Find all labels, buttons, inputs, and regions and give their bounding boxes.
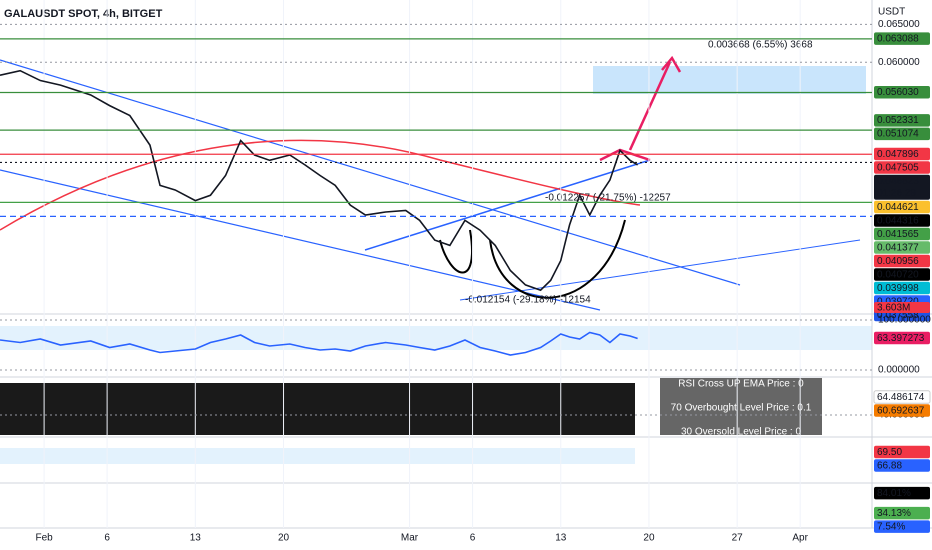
price-tag	[874, 268, 930, 281]
price-tag	[874, 227, 930, 241]
measure-label: -0.012257 (-21.75%) -12257	[545, 193, 671, 204]
price-tag-label: 0.040956	[877, 256, 919, 267]
x-tick-label: 13	[555, 533, 567, 544]
series-line	[0, 69, 639, 292]
price-tag	[874, 114, 930, 127]
table-row: 30 Oversold Level Price : 0	[681, 427, 801, 438]
price-tag	[874, 32, 930, 45]
y-tick-label: 0.000000	[878, 365, 920, 376]
price-tag	[874, 200, 930, 214]
price-tag-label: 63.397273	[877, 333, 925, 344]
y-tick-label: 0.060000	[878, 57, 920, 68]
chart-title: GALAUSDT SPOT, 4h, BITGET	[4, 8, 163, 20]
price-tag	[874, 506, 930, 520]
info-table	[660, 378, 822, 435]
price-tag	[874, 254, 930, 268]
price-tag	[874, 214, 930, 227]
price-tag-label: 0.056030	[877, 87, 919, 98]
arrow-head	[661, 55, 682, 73]
moving-average	[0, 139, 641, 231]
price-tag	[874, 85, 930, 99]
price-tag	[874, 459, 930, 472]
price-tag	[874, 281, 930, 295]
price-tag-label: 0.040720	[877, 269, 919, 280]
y-tick-label: 100.000000	[878, 315, 931, 326]
price-tag-label: 0.047896	[877, 149, 919, 160]
trend-line	[459, 239, 861, 301]
x-tick-label: 20	[643, 533, 655, 544]
price-tag-label: 0.039720	[877, 296, 919, 307]
price-tag-label: 0.047505	[877, 162, 919, 173]
x-tick-label: 27	[732, 533, 744, 544]
x-tick-label: 13	[190, 533, 202, 544]
price-tag	[874, 174, 930, 200]
x-tick-label: 20	[278, 533, 290, 544]
price-tag-label: 0.041377	[877, 242, 919, 253]
price-tag-label: 0.044316	[877, 215, 919, 226]
measure-label: 0.003668 (6.55%) 3668	[708, 40, 813, 51]
volume-tag	[874, 302, 930, 313]
price-tag-label: 66.88	[877, 460, 902, 471]
price-tag	[874, 161, 930, 174]
price-tag-label: 0.044621	[877, 202, 919, 213]
price-tag	[874, 404, 930, 417]
price-tag-label: 64.486174	[877, 392, 925, 403]
table-row: RSI Cross UP EMA Price : 0	[678, 379, 804, 390]
trend-line	[364, 159, 651, 251]
series-line	[0, 331, 638, 356]
volume-tag-label: 3.603M	[877, 303, 910, 314]
countdown: 01:26:29	[877, 188, 916, 199]
price-tag	[874, 520, 930, 533]
x-tick-label: Feb	[35, 533, 53, 544]
channel-line	[0, 169, 601, 311]
price-tag-label: 0.037558	[877, 310, 919, 321]
pane-bg	[0, 383, 635, 435]
price-tag-label: 0.063088	[877, 33, 919, 44]
price-tag	[874, 147, 930, 161]
price-tag-label: 7.54%	[877, 521, 905, 532]
price-tag	[873, 390, 931, 404]
price-tag	[874, 241, 930, 254]
price-tag-label: 0.051074	[877, 129, 919, 140]
axis-label: USDT	[878, 7, 905, 18]
price-tag	[874, 331, 930, 345]
price-tag-label: 84.01%	[877, 488, 911, 499]
table-row: 70 Overbought Level Price : 0.1	[671, 403, 812, 414]
price-tag	[874, 127, 930, 141]
price-tag-label: 60.692637	[877, 405, 925, 416]
stoch-band	[0, 448, 635, 464]
x-tick-label: Apr	[792, 533, 808, 544]
measure-label: -0.012154 (-29.18%) -12154	[465, 295, 591, 306]
price-tag-label: 0.039998	[877, 283, 919, 294]
price-tag	[874, 486, 930, 500]
price-tag-label: 0.052331	[877, 115, 919, 126]
price-tag	[874, 445, 930, 459]
price-tag-label: 0.041565	[877, 229, 919, 240]
x-tick-label: Mar	[401, 533, 419, 544]
rsi-band	[0, 326, 872, 350]
price-tag-label: 69.50	[877, 447, 902, 458]
channel-line	[0, 59, 741, 286]
x-tick-label: 6	[104, 533, 110, 544]
y-tick-label: 0.065000	[878, 19, 920, 30]
target-box	[593, 66, 866, 94]
pattern-arc	[439, 219, 626, 299]
x-tick-label: 6	[470, 533, 476, 544]
price-tag-label: 0.046823	[877, 176, 919, 187]
price-tag-label: 34.13%	[877, 508, 911, 519]
